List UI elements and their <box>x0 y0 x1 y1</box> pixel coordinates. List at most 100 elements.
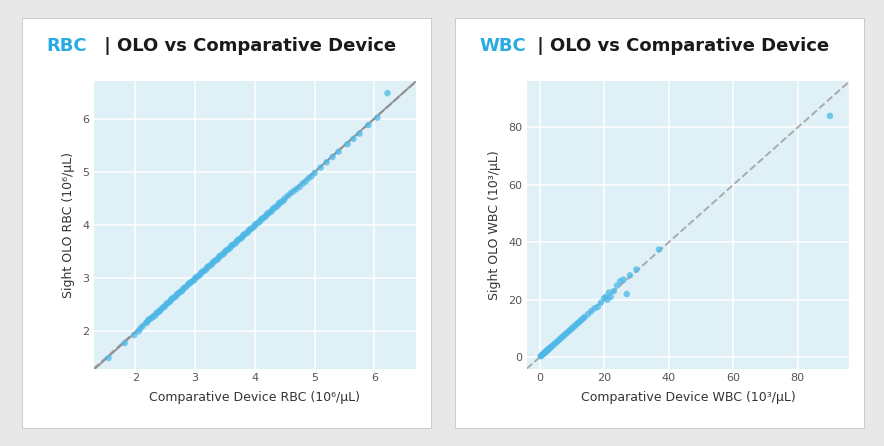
Point <box>290 186 304 193</box>
Point <box>275 198 289 205</box>
Point <box>573 318 587 325</box>
Point <box>203 262 217 269</box>
Point <box>293 183 307 190</box>
Point <box>269 203 283 211</box>
Point <box>563 326 577 334</box>
Point <box>159 300 173 307</box>
Text: WBC: WBC <box>480 37 527 55</box>
Point <box>536 351 550 358</box>
Point <box>549 339 563 347</box>
Point <box>189 273 203 281</box>
Y-axis label: Sight OLO WBC (10³/μL): Sight OLO WBC (10³/μL) <box>489 150 501 300</box>
Point <box>158 302 172 310</box>
Point <box>207 258 221 265</box>
Point <box>188 275 202 282</box>
Point <box>239 230 253 237</box>
Point <box>305 173 319 180</box>
Point <box>175 287 189 294</box>
Point <box>569 321 583 328</box>
Point <box>248 222 262 229</box>
Point <box>200 264 214 271</box>
Point <box>623 272 637 279</box>
Point <box>604 293 618 301</box>
Point <box>353 130 367 137</box>
Point <box>202 263 216 270</box>
Point <box>284 190 298 197</box>
Point <box>534 352 548 359</box>
Point <box>164 296 179 303</box>
Point <box>165 295 179 302</box>
Point <box>823 112 837 120</box>
Point <box>545 342 560 349</box>
Point <box>163 298 177 305</box>
Point <box>565 325 579 332</box>
Point <box>370 114 385 121</box>
Point <box>127 331 141 339</box>
Point <box>187 277 201 284</box>
Point <box>340 140 354 148</box>
Point <box>539 347 553 355</box>
Point <box>234 234 248 241</box>
Point <box>286 187 301 194</box>
Point <box>236 232 250 239</box>
Point <box>178 284 192 291</box>
Point <box>217 250 231 257</box>
Point <box>652 246 666 253</box>
Point <box>148 312 162 319</box>
Point <box>544 343 558 351</box>
Point <box>534 353 548 360</box>
Point <box>273 199 287 206</box>
Point <box>253 218 267 225</box>
Point <box>254 216 268 223</box>
Point <box>179 283 194 290</box>
Point <box>143 315 157 322</box>
Point <box>552 336 566 343</box>
Point <box>185 278 199 285</box>
Point <box>181 281 195 288</box>
Point <box>541 347 555 354</box>
Point <box>538 349 552 356</box>
Point <box>171 289 186 297</box>
Point <box>266 206 280 213</box>
Point <box>553 335 568 342</box>
Point <box>232 235 247 243</box>
Point <box>616 276 630 283</box>
Point <box>231 236 245 244</box>
Point <box>161 299 175 306</box>
Point <box>213 252 227 260</box>
Y-axis label: Sight OLO RBC (10⁶/μL): Sight OLO RBC (10⁶/μL) <box>63 152 75 298</box>
Point <box>240 229 255 236</box>
Point <box>167 294 181 301</box>
Point <box>245 225 259 232</box>
Point <box>261 210 275 217</box>
Point <box>209 256 223 264</box>
Point <box>267 204 281 211</box>
Point <box>251 219 265 227</box>
Point <box>169 293 183 300</box>
X-axis label: Comparative Device WBC (10³/μL): Comparative Device WBC (10³/μL) <box>581 391 796 404</box>
Point <box>157 303 171 310</box>
Point <box>598 293 613 301</box>
Point <box>600 296 614 303</box>
Point <box>567 323 581 330</box>
Point <box>210 256 225 263</box>
Point <box>581 310 595 318</box>
Point <box>182 280 196 287</box>
Point <box>230 237 244 244</box>
Point <box>139 319 153 326</box>
Point <box>380 90 394 97</box>
Point <box>271 200 286 207</box>
Point <box>576 315 591 322</box>
Point <box>229 240 243 247</box>
Point <box>118 339 132 347</box>
Point <box>299 178 313 185</box>
Point <box>259 213 273 220</box>
Point <box>319 159 333 166</box>
Point <box>571 319 585 326</box>
Point <box>535 351 549 359</box>
Point <box>325 153 339 161</box>
Text: | OLO vs Comparative Device: | OLO vs Comparative Device <box>98 37 396 55</box>
Point <box>146 313 160 320</box>
Point <box>537 350 551 357</box>
Point <box>277 197 291 204</box>
